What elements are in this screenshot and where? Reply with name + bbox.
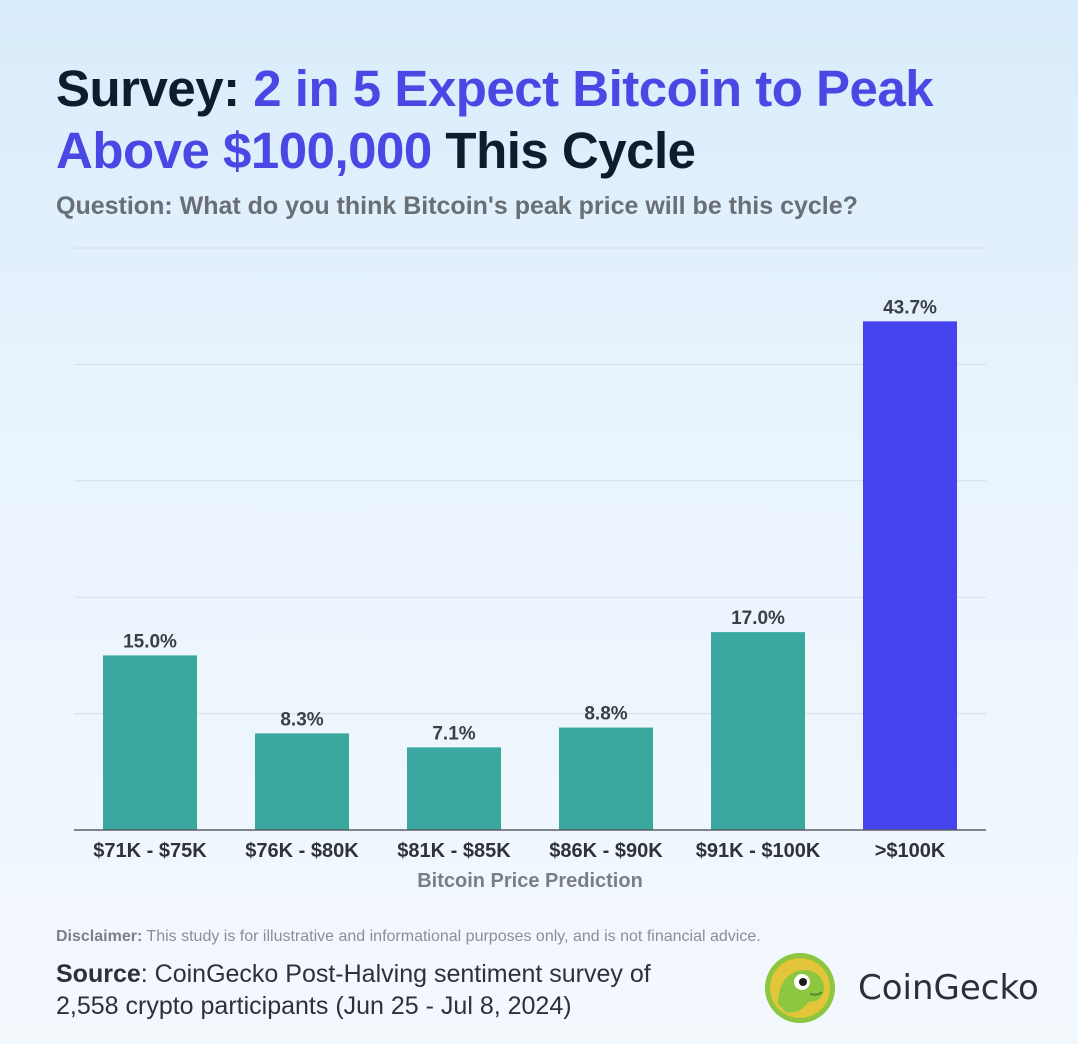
brand-name: CoinGecko xyxy=(858,968,1039,1008)
brand: CoinGecko xyxy=(764,952,1039,1024)
data-label: 15.0% xyxy=(123,631,177,652)
bar xyxy=(863,321,957,830)
chart-subtitle: Question: What do you think Bitcoin's pe… xyxy=(56,192,858,220)
source-text: : CoinGecko Post-Halving sentiment surve… xyxy=(56,960,651,1020)
data-label: 43.7% xyxy=(883,297,937,318)
title-part-3: This Cycle xyxy=(431,122,696,179)
data-label: 8.8% xyxy=(584,704,627,725)
disclaimer-text: This study is for illustrative and infor… xyxy=(142,928,761,945)
bar xyxy=(255,733,349,830)
title-highlight: 2 in 5 Expect Bitcoin to Peak Above $100… xyxy=(56,60,934,179)
disclaimer: Disclaimer: This study is for illustrati… xyxy=(56,928,761,946)
x-axis-label: Bitcoin Price Prediction xyxy=(417,870,643,892)
bar xyxy=(407,747,501,830)
x-tick-label: >$100K xyxy=(875,840,946,862)
title-part-1: Survey: xyxy=(56,60,254,117)
bar xyxy=(711,632,805,830)
x-tick-label: $81K - $85K xyxy=(397,840,511,862)
data-label: 8.3% xyxy=(280,709,323,730)
x-tick-label: $86K - $90K xyxy=(549,840,663,862)
bar-chart: 15.0% $71K - $75K 8.3% $76K - $80K 7.1% $81K … xyxy=(74,247,986,892)
data-label: 17.0% xyxy=(731,608,785,629)
x-tick-label: $71K - $75K xyxy=(93,840,207,862)
data-label: 7.1% xyxy=(432,723,475,744)
bar xyxy=(103,655,197,830)
disclaimer-label: Disclaimer: xyxy=(56,928,143,945)
gecko-logo-icon xyxy=(765,953,835,1023)
chart-title: Survey: 2 in 5 Expect Bitcoin to Peak Ab… xyxy=(56,58,1036,182)
x-tick-label: $76K - $80K xyxy=(245,840,359,862)
source-note: Source: CoinGecko Post-Halving sentiment… xyxy=(56,958,716,1022)
bar xyxy=(559,727,653,830)
source-label: Source xyxy=(56,960,141,988)
x-tick-label: $91K - $100K xyxy=(696,840,821,862)
